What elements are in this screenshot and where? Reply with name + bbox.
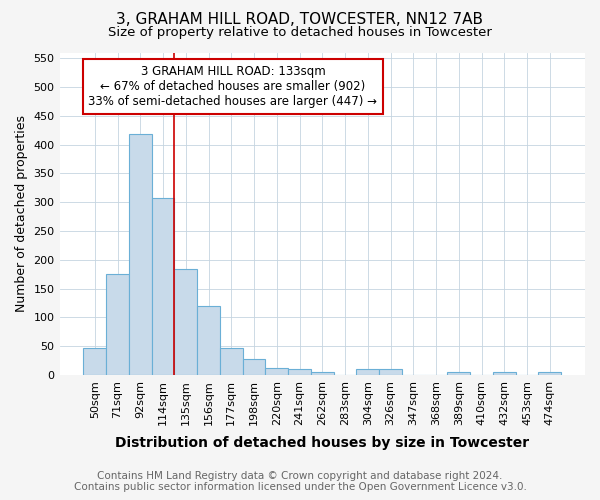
- Y-axis label: Number of detached properties: Number of detached properties: [15, 115, 28, 312]
- Bar: [265, 368, 288, 375]
- Bar: [356, 369, 379, 375]
- Text: Contains HM Land Registry data © Crown copyright and database right 2024.
Contai: Contains HM Land Registry data © Crown c…: [74, 471, 526, 492]
- X-axis label: Distribution of detached houses by size in Towcester: Distribution of detached houses by size …: [115, 436, 529, 450]
- Bar: [83, 348, 106, 375]
- Bar: [175, 269, 197, 375]
- Bar: [106, 274, 129, 375]
- Text: 3 GRAHAM HILL ROAD: 133sqm
← 67% of detached houses are smaller (902)
33% of sem: 3 GRAHAM HILL ROAD: 133sqm ← 67% of deta…: [88, 66, 377, 108]
- Bar: [288, 369, 311, 375]
- Bar: [311, 372, 334, 375]
- Bar: [448, 372, 470, 375]
- Bar: [493, 372, 515, 375]
- Bar: [538, 372, 561, 375]
- Bar: [379, 369, 402, 375]
- Bar: [129, 134, 152, 375]
- Bar: [197, 306, 220, 375]
- Text: 3, GRAHAM HILL ROAD, TOWCESTER, NN12 7AB: 3, GRAHAM HILL ROAD, TOWCESTER, NN12 7AB: [116, 12, 484, 28]
- Bar: [152, 198, 175, 375]
- Bar: [220, 348, 242, 375]
- Bar: [242, 360, 265, 375]
- Text: Size of property relative to detached houses in Towcester: Size of property relative to detached ho…: [108, 26, 492, 39]
